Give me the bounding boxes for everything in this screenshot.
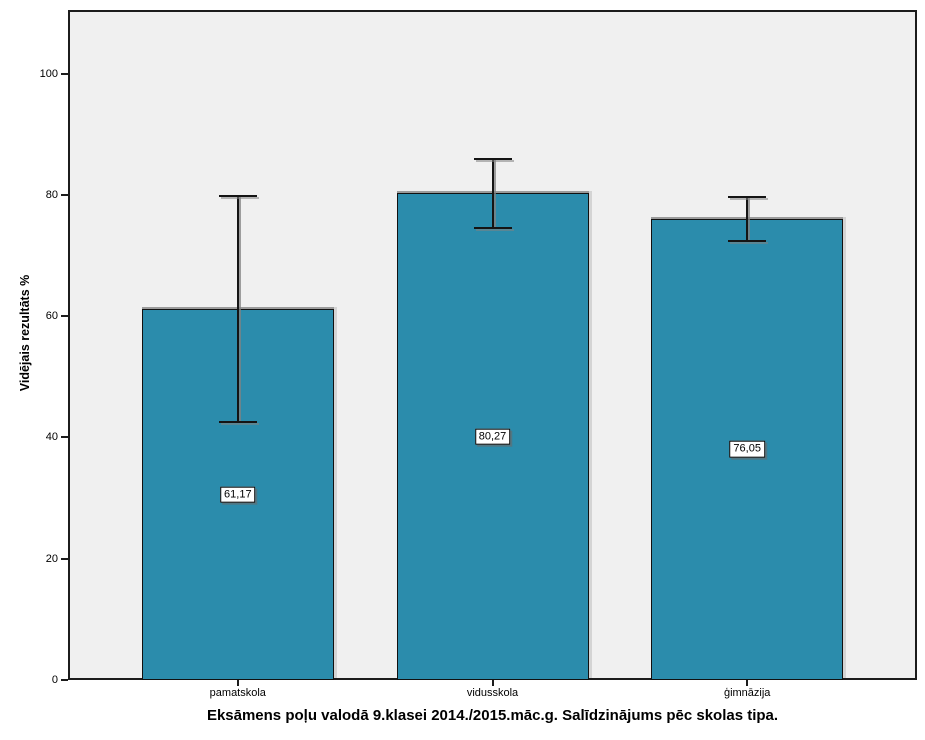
y-axis-tick — [61, 679, 68, 681]
bar-value-label: 76,05 — [729, 441, 765, 458]
x-axis-category-label: pamatskola — [209, 687, 266, 699]
error-bar-cap-top — [728, 195, 767, 198]
x-axis-category-label: vidusskola — [466, 687, 519, 699]
y-axis-tick-label: 60 — [45, 310, 58, 323]
error-bar-stem — [236, 196, 239, 423]
y-axis-tick — [61, 315, 68, 318]
y-axis-tick-label: 0 — [51, 674, 58, 686]
y-axis-tick — [61, 72, 68, 75]
error-bar-cap-bottom — [728, 240, 767, 242]
error-bar-cap-top — [473, 157, 512, 160]
x-axis-tick — [491, 680, 494, 686]
chart-title: Eksāmens poļu valodā 9.klasei 2014./2015… — [206, 707, 779, 724]
x-axis-tick — [746, 680, 749, 686]
bar-value-label: 61,17 — [220, 486, 256, 503]
y-axis-tick — [61, 193, 68, 196]
bar-value-label: 80,27 — [474, 428, 511, 445]
y-axis-tick — [61, 436, 68, 439]
error-bar-stem — [491, 158, 494, 229]
x-axis-category-label: ģimnāzija — [723, 687, 771, 699]
y-axis-title: Vidējais rezultāts % — [18, 274, 32, 392]
y-axis-tick-label: 40 — [45, 431, 58, 444]
y-axis-tick-label: 100 — [39, 67, 58, 80]
error-bar-cap-top — [218, 195, 257, 198]
error-bar-cap-bottom — [218, 421, 257, 424]
error-bar-stem — [746, 196, 749, 241]
error-bar-cap-bottom — [473, 227, 512, 230]
y-axis-tick-label: 20 — [45, 552, 58, 565]
x-axis-tick — [236, 680, 239, 686]
y-axis-tick — [61, 557, 68, 560]
y-axis-tick-label: 80 — [45, 188, 58, 201]
